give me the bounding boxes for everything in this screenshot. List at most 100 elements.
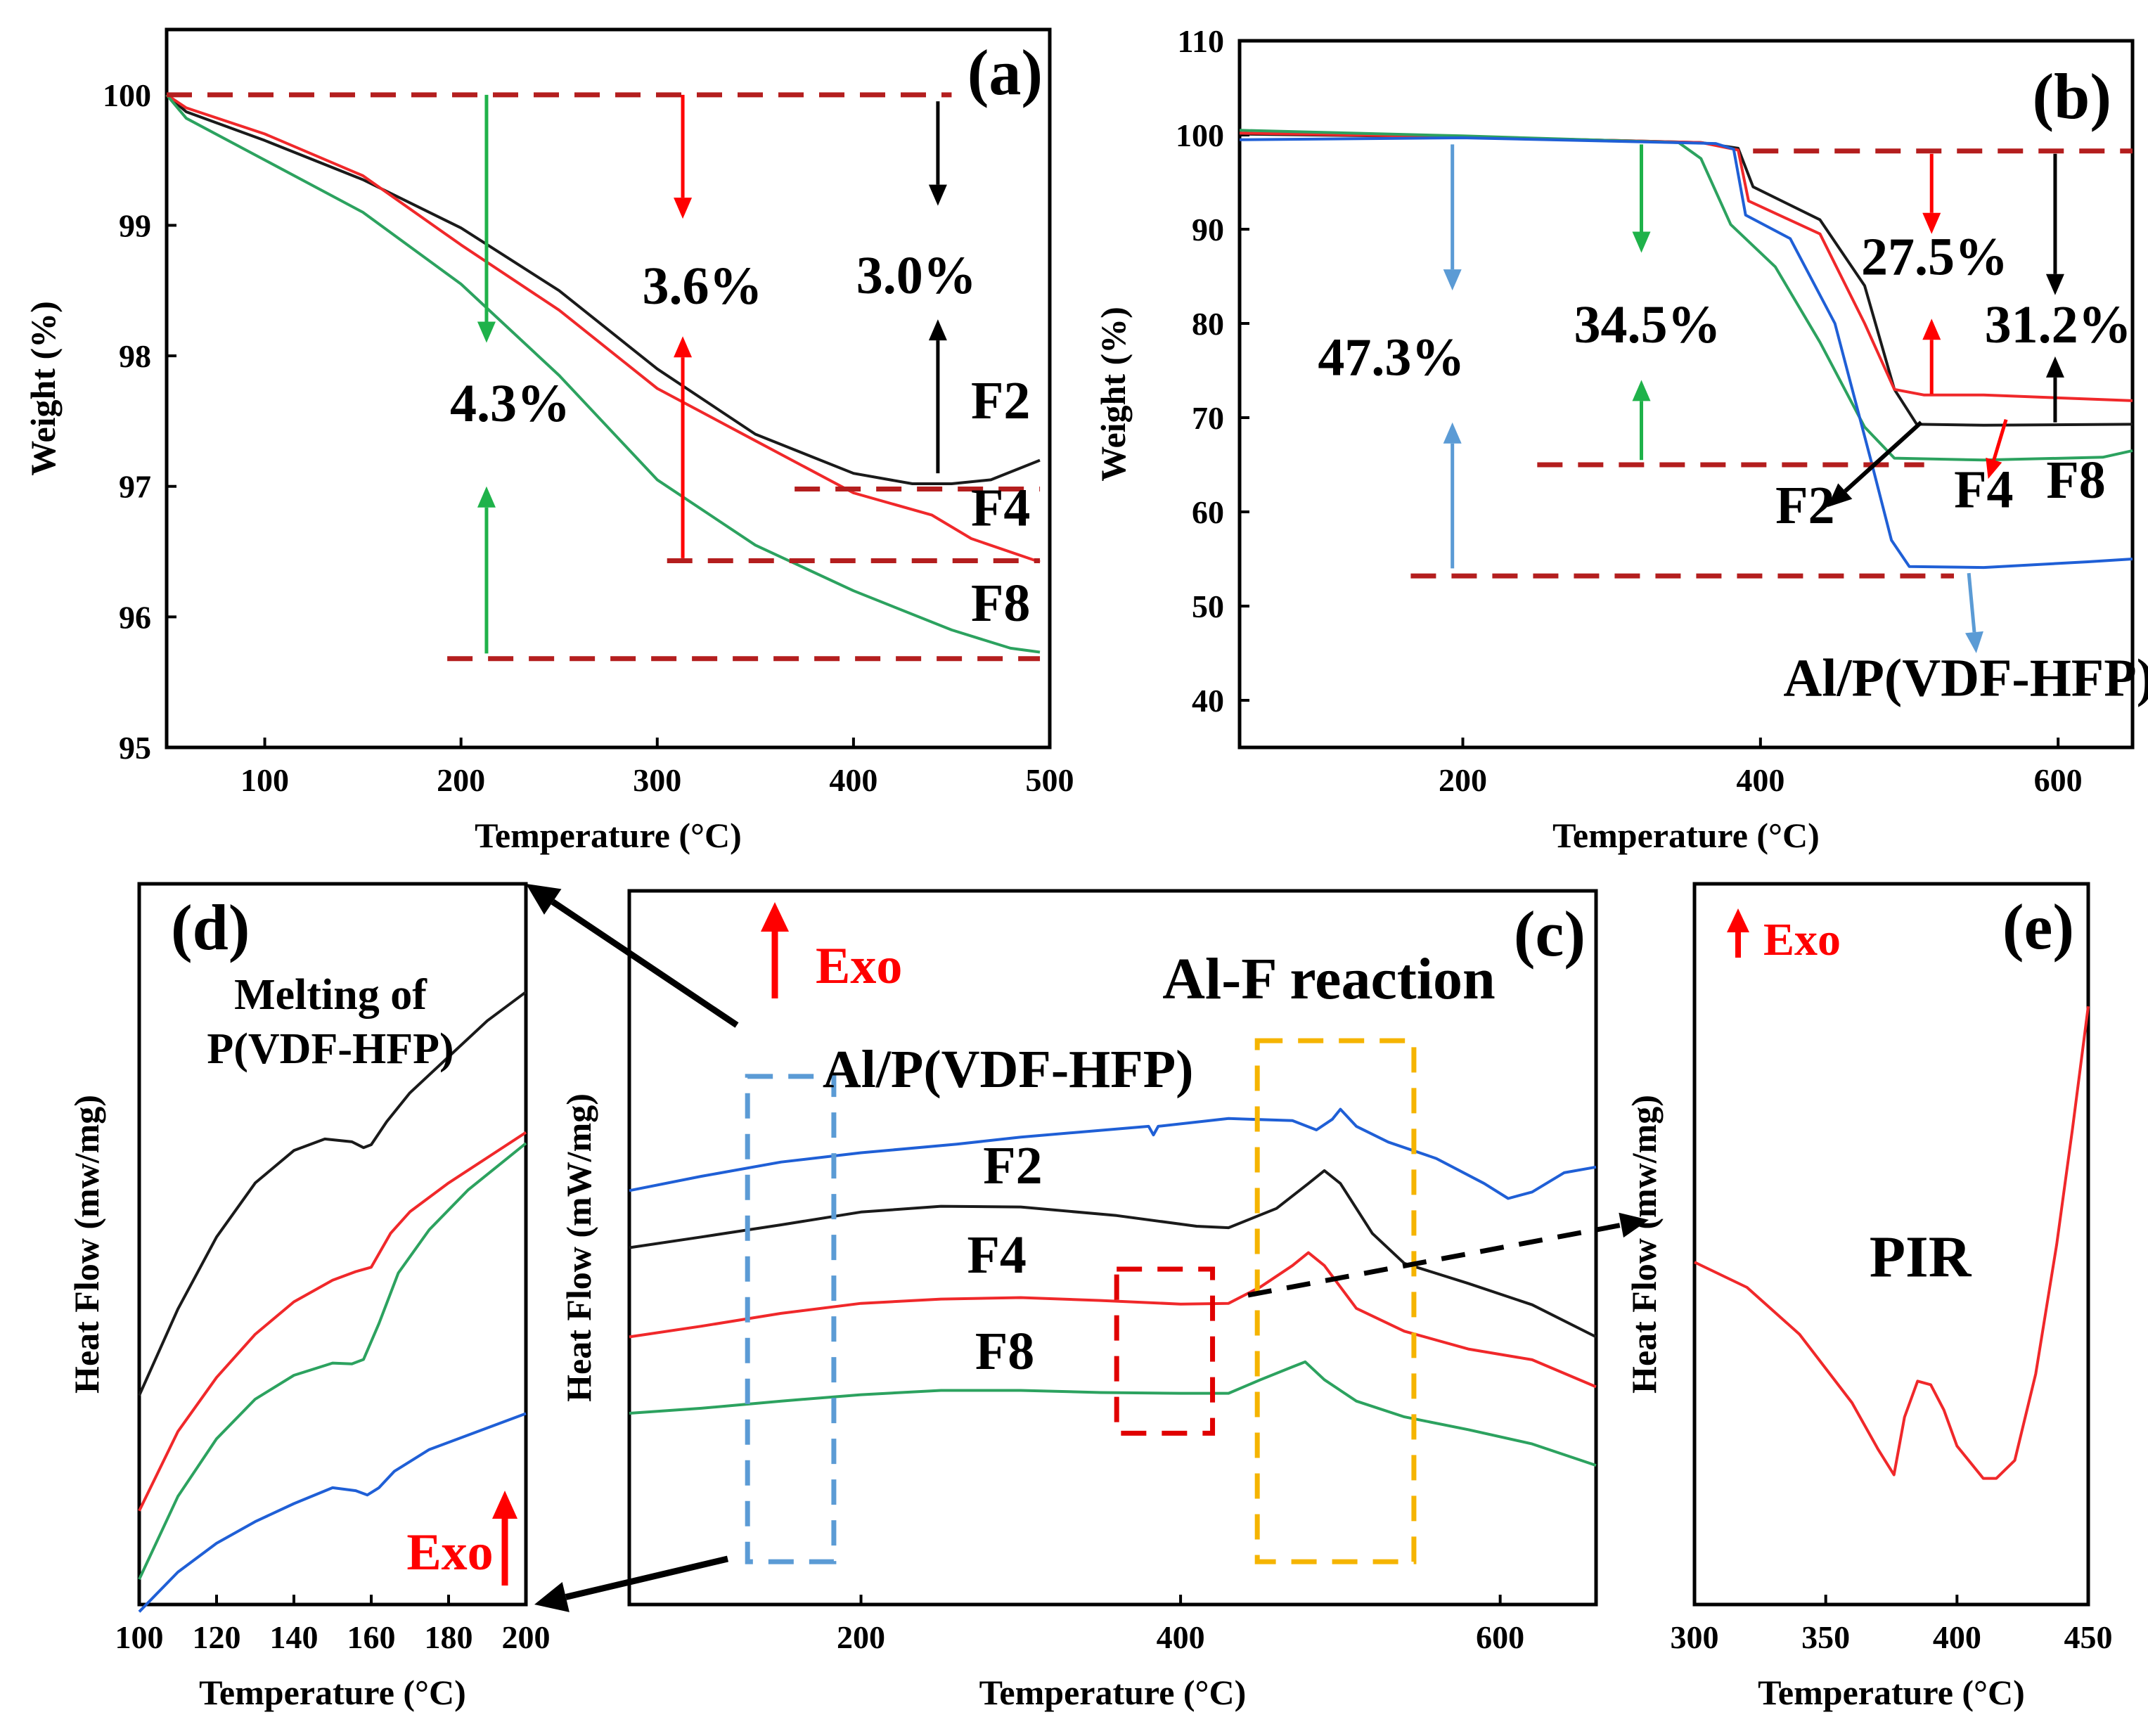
y-tick-label-a-95: 95	[119, 730, 151, 766]
exo-label-c: Exo	[816, 937, 902, 995]
percent-label-a-0: 4.3%	[450, 374, 570, 433]
arrow-b-pointer-f2	[1827, 420, 1923, 508]
highlight-box-c-2	[1114, 1266, 1216, 1436]
arrow-b-pointer-f4-shaft	[1992, 418, 2008, 461]
al-f-reaction-label: Al-F reaction	[1162, 946, 1496, 1012]
x-axis-label-a: Temperature (°C)	[475, 816, 742, 855]
arrow-b-green-down	[1632, 144, 1651, 253]
percent-label-b-2: 27.5%	[1861, 227, 2008, 286]
connector-c-to-e	[1247, 1212, 1649, 1298]
series-line-a-f4	[165, 94, 1041, 564]
connector-c-to-d-shaft	[565, 1555, 729, 1600]
x-tick-label-d-180: 180	[425, 1619, 473, 1655]
exo-arrow-c-head	[761, 902, 789, 932]
x-tick-label-d-100: 100	[115, 1619, 164, 1655]
arrow-a-black-up	[928, 319, 947, 474]
arrow-b-pointer-f4-head	[1986, 457, 2002, 480]
arrow-b-pointer-alp-head	[1965, 631, 1983, 653]
arrow-a-green-down-head	[477, 321, 496, 343]
x-tick-label-d-160: 160	[347, 1619, 396, 1655]
x-axis-label-b: Temperature (°C)	[1552, 816, 1820, 855]
series-label-c-1: F2	[983, 1136, 1042, 1195]
arrow-b-pointer-alp-shaft	[1967, 572, 1976, 633]
arrow-b-blue-up-head	[1443, 422, 1462, 444]
series-label-a-2: F8	[971, 574, 1030, 633]
arrow-b-black-up-head	[2045, 356, 2064, 378]
panel-label-c: (c)	[1514, 898, 1586, 970]
arrow-a-black-down-head	[928, 184, 947, 206]
series-label-b-2: F2	[1775, 476, 1834, 535]
y-tick-label-b-80: 80	[1192, 306, 1224, 342]
plot-frame-e	[1692, 882, 2090, 1607]
series-label-b-1: F4	[1954, 460, 2013, 519]
panel-d: 100 120 140 160 180 200 Temperature (°C) Heat F…	[67, 882, 551, 1712]
y-tick-label-b-70: 70	[1192, 400, 1224, 436]
exo-arrow-c	[761, 902, 789, 998]
x-tick-label-e-400: 400	[1933, 1619, 1981, 1655]
exo-arrow-e	[1727, 908, 1749, 958]
series-line-e-f4	[1694, 1006, 2090, 1480]
x-tick-label-a-100: 100	[240, 762, 289, 798]
arrow-a-red-up	[674, 336, 693, 558]
series-line-d-f4	[138, 1131, 527, 1512]
y-tick-label-b-90: 90	[1192, 212, 1224, 247]
exo-arrow-d	[492, 1491, 517, 1586]
y-tick-label-b-50: 50	[1192, 589, 1224, 624]
y-axis-label-a: Weight (%)	[23, 301, 63, 476]
x-tick-label-d-120: 120	[193, 1619, 241, 1655]
exo-label-e: Exo	[1763, 914, 1841, 965]
x-tick-label-e-350: 350	[1801, 1619, 1850, 1655]
series-line-c-f4	[629, 1251, 1597, 1389]
x-tick-label-e-300: 300	[1671, 1619, 1719, 1655]
x-tick-label-a-500: 500	[1026, 762, 1074, 798]
arrow-b-red-down-head	[1922, 212, 1941, 234]
x-tick-label-a-300: 300	[633, 762, 681, 798]
series-line-d-f8	[138, 1142, 527, 1580]
arrow-b-blue-down	[1443, 144, 1462, 291]
arrow-b-green-down-head	[1632, 231, 1651, 253]
x-tick-label-b-600: 600	[2034, 762, 2083, 798]
panel-a: 100 200 300 400 500 95 96 97 98 99 100 Temperature …	[23, 27, 1074, 855]
melting-label-line2: P(VDF-HFP)	[207, 1025, 454, 1073]
x-tick-label-b-400: 400	[1736, 762, 1784, 798]
arrow-a-green-up	[477, 486, 496, 654]
y-tick-label-a-98: 98	[119, 338, 151, 374]
arrow-a-black-down	[928, 101, 947, 206]
x-tick-label-b-200: 200	[1439, 762, 1487, 798]
connector-c-to-a	[526, 884, 739, 1028]
series-line-a-f8	[165, 94, 1041, 654]
arrow-b-red-down	[1922, 153, 1941, 234]
pir-label: PIR	[1870, 1225, 1972, 1290]
plot-frame-d	[137, 882, 528, 1607]
exo-arrow-e-head	[1727, 908, 1749, 932]
series-label-b-3: Al/P(VDF-HFP)	[1783, 648, 2148, 707]
cross-panel-arrows	[526, 884, 1649, 1612]
percent-label-a-2: 3.0%	[856, 246, 977, 305]
x-axis-label-d: Temperature (°C)	[199, 1673, 466, 1712]
percent-label-b-0: 47.3%	[1318, 328, 1465, 387]
panel-c: 200 400 600 Temperature (°C) Heat Flow (mW/m…	[559, 889, 1598, 1712]
x-tick-label-d-140: 140	[270, 1619, 319, 1655]
x-tick-label-d-200: 200	[502, 1619, 551, 1655]
y-axis-label-d: Heat Flow (mw/mg)	[67, 1095, 106, 1394]
percent-label-b-3: 31.2%	[1985, 295, 2132, 354]
arrow-b-pointer-f2-head	[1827, 483, 1853, 508]
y-axis-label-b: Weight (%)	[1093, 307, 1133, 482]
exo-arrow-d-head	[492, 1491, 517, 1519]
series-label-c-0: Al/P(VDF-HFP)	[823, 1040, 1194, 1099]
arrow-b-pointer-f2-shaft	[1844, 420, 1923, 493]
series-label-a-0: F2	[971, 371, 1030, 430]
panel-e: 300 350 400 450 Temperature (°C) Heat Flow (m…	[1624, 882, 2113, 1712]
series-line-c-al-p-vdf-hfp-	[629, 1107, 1597, 1200]
panel-b: 200 400 600 40 50 60 70 80 90 100 110 Temperature (…	[1093, 23, 2148, 855]
series-line-d-f2	[138, 991, 527, 1396]
arrow-a-red-down-head	[674, 198, 693, 219]
series-line-c-f2	[629, 1169, 1597, 1339]
arrow-b-pointer-f4	[1986, 418, 2008, 480]
arrow-a-red-down	[674, 94, 693, 219]
highlight-box-c-0	[745, 1074, 837, 1564]
percent-label-a-1: 3.6%	[642, 257, 762, 316]
arrow-a-red-up-head	[674, 336, 693, 358]
series-line-c-f8	[629, 1360, 1597, 1467]
y-tick-label-a-100: 100	[103, 77, 151, 113]
